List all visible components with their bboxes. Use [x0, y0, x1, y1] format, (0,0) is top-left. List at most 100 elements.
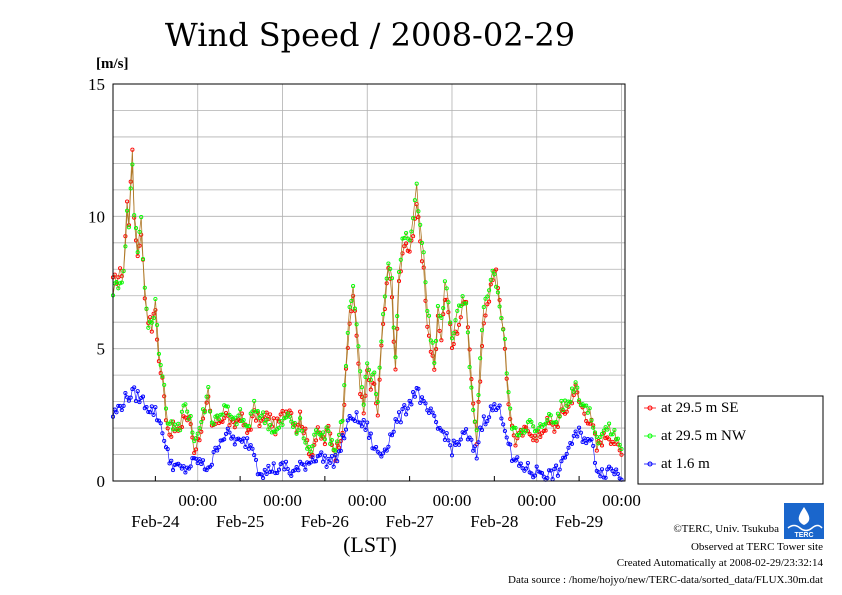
- data-point: [395, 419, 400, 424]
- data-point: [223, 410, 229, 416]
- data-point: [529, 419, 534, 424]
- data-point: [231, 434, 236, 439]
- data-point: [153, 307, 158, 313]
- data-point: [582, 411, 587, 416]
- data-point: [199, 429, 204, 434]
- data-point: [151, 412, 156, 417]
- data-point: [561, 455, 566, 460]
- data-point: [211, 449, 216, 455]
- data-point: [285, 411, 290, 416]
- data-point: [197, 438, 202, 443]
- data-point: [596, 441, 601, 446]
- data-point: [276, 467, 282, 472]
- data-point: [605, 427, 610, 432]
- data-point: [283, 459, 289, 464]
- data-point: [411, 390, 416, 395]
- data-point: [160, 431, 165, 436]
- data-point: [513, 458, 518, 463]
- data-point: [222, 416, 227, 421]
- data-point: [200, 407, 206, 412]
- data-point: [398, 420, 403, 425]
- terc-logo: TERC: [784, 503, 824, 539]
- data-point: [190, 435, 195, 440]
- data-point: [220, 419, 225, 424]
- data-point: [407, 398, 412, 403]
- data-point: [349, 298, 354, 304]
- data-point: [215, 448, 220, 453]
- data-point: [414, 181, 419, 186]
- data-point: [130, 162, 135, 167]
- data-point: [259, 413, 264, 418]
- data-point: [351, 284, 356, 289]
- data-point: [501, 327, 506, 332]
- data-point: [123, 390, 128, 396]
- data-point: [566, 399, 571, 404]
- data-point: [340, 430, 345, 435]
- data-point: [345, 330, 350, 335]
- data-point: [419, 240, 425, 245]
- data-point: [615, 436, 620, 441]
- data-point: [299, 428, 304, 433]
- data-point: [262, 467, 267, 472]
- data-point: [294, 465, 299, 470]
- data-point: [165, 426, 170, 431]
- data-point: [347, 304, 352, 310]
- data-point: [361, 417, 366, 423]
- data-point: [114, 410, 119, 415]
- data-point: [273, 471, 278, 476]
- data-point: [167, 461, 172, 466]
- data-point: [451, 331, 456, 336]
- data-point: [541, 474, 546, 479]
- data-point: [499, 416, 504, 421]
- data-point: [585, 421, 590, 426]
- data-point: [421, 265, 426, 270]
- data-point: [296, 422, 301, 427]
- x-tick-date: Feb-26: [301, 512, 349, 531]
- data-point: [313, 459, 319, 464]
- data-point: [128, 186, 133, 191]
- data-point: [275, 416, 280, 421]
- data-point: [204, 394, 209, 399]
- data-point: [462, 301, 467, 306]
- data-point: [374, 444, 379, 450]
- data-point: [449, 453, 455, 458]
- data-point: [160, 374, 165, 379]
- legend-label: at 29.5 m SE: [661, 400, 739, 416]
- data-point: [319, 433, 324, 438]
- data-point: [400, 236, 405, 241]
- data-point: [252, 453, 257, 458]
- data-point: [245, 430, 250, 435]
- data-point: [548, 413, 553, 418]
- data-point: [148, 315, 153, 320]
- data-point: [162, 438, 167, 443]
- data-point: [333, 448, 338, 453]
- data-point: [116, 286, 121, 291]
- data-point: [121, 403, 126, 408]
- data-point: [474, 456, 479, 461]
- data-point: [206, 385, 211, 390]
- data-point: [543, 428, 548, 433]
- data-point: [411, 216, 416, 221]
- data-point: [472, 444, 477, 449]
- data-point: [195, 431, 200, 436]
- data-point: [336, 449, 342, 454]
- data-point: [133, 226, 139, 231]
- data-point: [402, 403, 407, 408]
- legend: at 29.5 m SE at 29.5 m NW at 1.6 m: [637, 395, 824, 485]
- data-point: [188, 422, 193, 427]
- data-point: [264, 417, 269, 422]
- data-point: [253, 418, 259, 423]
- data-point: [449, 345, 455, 351]
- series-3: [110, 385, 624, 482]
- data-point: [197, 457, 202, 462]
- data-point: [312, 459, 317, 464]
- data-point: [142, 285, 147, 290]
- data-point: [162, 382, 167, 387]
- data-point: [252, 398, 257, 403]
- data-point: [178, 428, 183, 433]
- data-point: [405, 406, 410, 411]
- data-point: [559, 459, 564, 464]
- data-point: [133, 399, 139, 404]
- legend-marker: [647, 461, 653, 467]
- data-point: [225, 426, 230, 431]
